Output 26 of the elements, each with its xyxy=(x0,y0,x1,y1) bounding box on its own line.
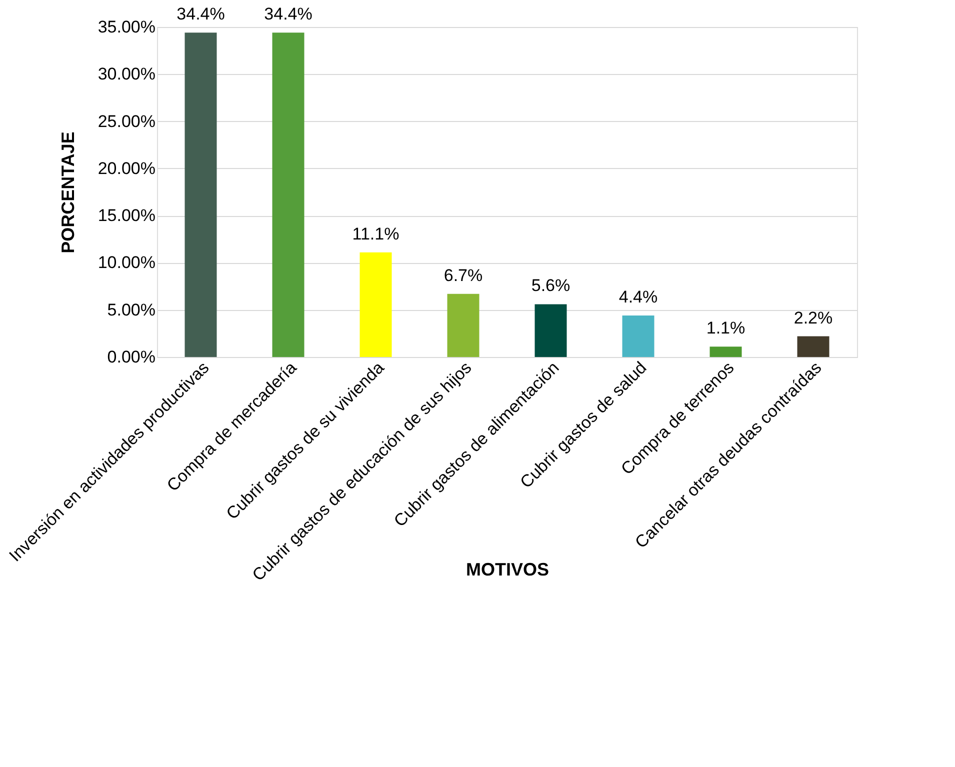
bar xyxy=(534,304,567,357)
data-label: 11.1% xyxy=(352,224,400,244)
data-label: 34.4% xyxy=(264,4,312,24)
data-label: 2.2% xyxy=(794,308,833,328)
y-tick-label: 20.00% xyxy=(98,158,156,178)
bar xyxy=(710,346,742,357)
data-label: 34.4% xyxy=(176,4,225,24)
y-tick-label: 25.00% xyxy=(98,112,156,131)
data-label: 1.1% xyxy=(706,318,746,338)
y-tick-label: 30.00% xyxy=(98,64,156,84)
bar xyxy=(447,294,480,357)
bar xyxy=(272,32,304,357)
y-tick-label: 15.00% xyxy=(98,206,156,226)
y-tick-label: 5.00% xyxy=(107,300,156,320)
y-tick-label: 10.00% xyxy=(98,253,156,272)
x-axis-title: MOTIVOS xyxy=(466,560,550,580)
bar xyxy=(360,252,392,357)
data-label: 6.7% xyxy=(444,266,483,285)
bar xyxy=(622,316,654,357)
y-tick-label: 35.00% xyxy=(98,18,156,36)
data-label: 4.4% xyxy=(618,288,658,307)
y-tick-label: 0.00% xyxy=(107,348,156,366)
bar xyxy=(184,32,217,357)
data-label: 5.6% xyxy=(531,276,570,296)
bar xyxy=(797,336,830,357)
y-axis-title: PORCENTAJE xyxy=(58,132,78,254)
